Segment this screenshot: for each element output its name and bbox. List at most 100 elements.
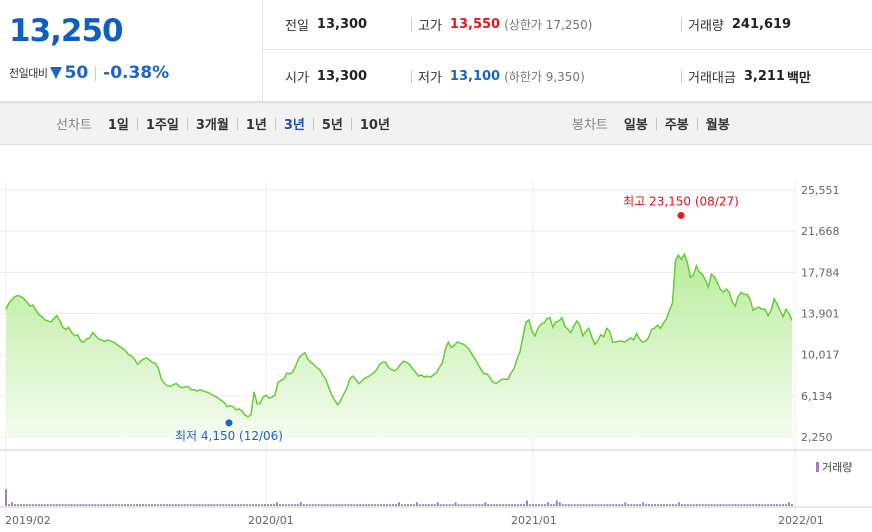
tab-1w[interactable]: 1주일 <box>145 118 179 133</box>
chart-tabs: 선차트 1일 1주일 3개월 1년 3년 5년 10년 봉차트 일봉 주봉 월봉 <box>0 102 872 145</box>
volume-bar <box>162 504 165 506</box>
volume-bar <box>353 504 356 506</box>
volume-bar <box>332 504 335 506</box>
volume-bar <box>529 504 531 506</box>
stat-unit: 백만 <box>786 71 811 86</box>
volume-bar <box>85 504 88 506</box>
volume-bar <box>305 504 308 506</box>
volume-bar <box>701 504 704 506</box>
x-axis: 2019/02 2020/01 2021/01 2022/01 <box>5 514 824 527</box>
tab-daily[interactable]: 일봉 <box>623 118 648 133</box>
tab-3y[interactable]: 3년 <box>283 118 305 133</box>
volume-bar <box>740 504 743 506</box>
volume-bar <box>406 504 409 506</box>
volume-bar <box>10 502 13 506</box>
volume-bar <box>255 504 258 506</box>
volume-bar <box>546 502 549 506</box>
volume-bar <box>582 504 585 506</box>
volume-bar <box>511 504 514 506</box>
volume-bar <box>734 504 737 506</box>
y-tick-label: 10,017 <box>801 349 840 362</box>
tab-5y[interactable]: 5년 <box>321 118 343 133</box>
stat-low: 저가 13,100 (하한가 9,350) <box>411 67 585 86</box>
volume-bar <box>475 504 478 506</box>
volume-bar <box>40 504 43 506</box>
volume-bar <box>46 504 49 506</box>
volume-bar <box>278 504 281 506</box>
volume-bar <box>412 504 415 506</box>
volume-bar <box>43 504 46 506</box>
volume-bar <box>567 504 570 506</box>
volume-bar <box>320 504 323 506</box>
volume-bar <box>451 504 454 506</box>
volume-bar <box>776 504 779 506</box>
volume-bar <box>531 504 534 506</box>
volume-bar <box>22 504 25 506</box>
volume-bar <box>398 502 400 506</box>
volume-bar <box>502 504 505 506</box>
volume-bar <box>713 504 716 506</box>
volume-bar <box>264 504 267 506</box>
volume-bar <box>192 504 195 506</box>
volume-bar <box>356 504 359 506</box>
volume-bar <box>210 504 213 506</box>
volume-bar <box>469 504 472 506</box>
volume-bar <box>237 504 240 506</box>
volume-bar <box>746 504 749 506</box>
volume-bar <box>231 504 234 506</box>
change-label: 전일대비 <box>9 67 48 80</box>
price-summary: 13,250 전일대비 50 -0.38% <box>0 0 263 102</box>
tab-weekly[interactable]: 주봉 <box>664 118 689 133</box>
tab-1d[interactable]: 1일 <box>107 118 129 133</box>
stat-label: 시가 <box>285 71 309 86</box>
volume-bar <box>16 504 19 506</box>
volume-bar <box>28 504 31 506</box>
volume-bar <box>168 504 171 506</box>
tab-3m[interactable]: 3개월 <box>195 118 229 133</box>
tab-1y[interactable]: 1년 <box>245 118 267 133</box>
volume-bar <box>329 504 332 506</box>
volume-bar <box>371 504 374 506</box>
volume-bar <box>710 504 713 506</box>
volume-bar <box>127 504 130 506</box>
divider <box>274 117 276 130</box>
divider <box>186 117 188 130</box>
stat-value: 3,211 <box>743 69 785 84</box>
volume-bar <box>639 504 642 506</box>
volume-bar <box>165 504 168 506</box>
volume-bar <box>121 504 124 506</box>
volume-bar <box>725 504 728 506</box>
volume-bar <box>201 504 204 506</box>
volume-bar <box>261 504 264 506</box>
volume-bar <box>579 504 582 506</box>
volume-bar <box>430 504 433 506</box>
volume-bar <box>671 504 674 506</box>
volume-bar <box>94 504 97 506</box>
volume-bar <box>344 504 347 506</box>
volume-bar <box>665 504 668 506</box>
y-tick-label: 6,134 <box>801 390 833 403</box>
volume-bar <box>445 504 448 506</box>
volume-bar <box>591 504 594 506</box>
volume-bar <box>427 504 430 506</box>
tab-10y[interactable]: 10년 <box>359 118 390 133</box>
tab-monthly[interactable]: 월봉 <box>705 118 730 133</box>
volume-bar <box>64 504 67 506</box>
stat-trade-value: 거래대금 3,211 백만 <box>681 67 811 86</box>
stat-high: 고가 13,550 (상한가 17,250) <box>411 15 592 34</box>
volume-bar <box>433 504 436 506</box>
volume-bar <box>657 504 660 506</box>
volume-bar <box>484 502 487 506</box>
volume-bar <box>133 504 136 506</box>
volume-bar <box>153 504 156 506</box>
volume-bar <box>359 504 362 506</box>
volume-bar <box>314 504 317 506</box>
stat-value: 13,300 <box>316 17 368 32</box>
stat-open: 시가 13,300 <box>285 67 367 86</box>
divider <box>350 117 352 130</box>
volume-bar <box>526 500 529 506</box>
volume-bar <box>103 504 106 506</box>
volume-bar <box>707 504 710 506</box>
volume-bar <box>421 504 424 506</box>
